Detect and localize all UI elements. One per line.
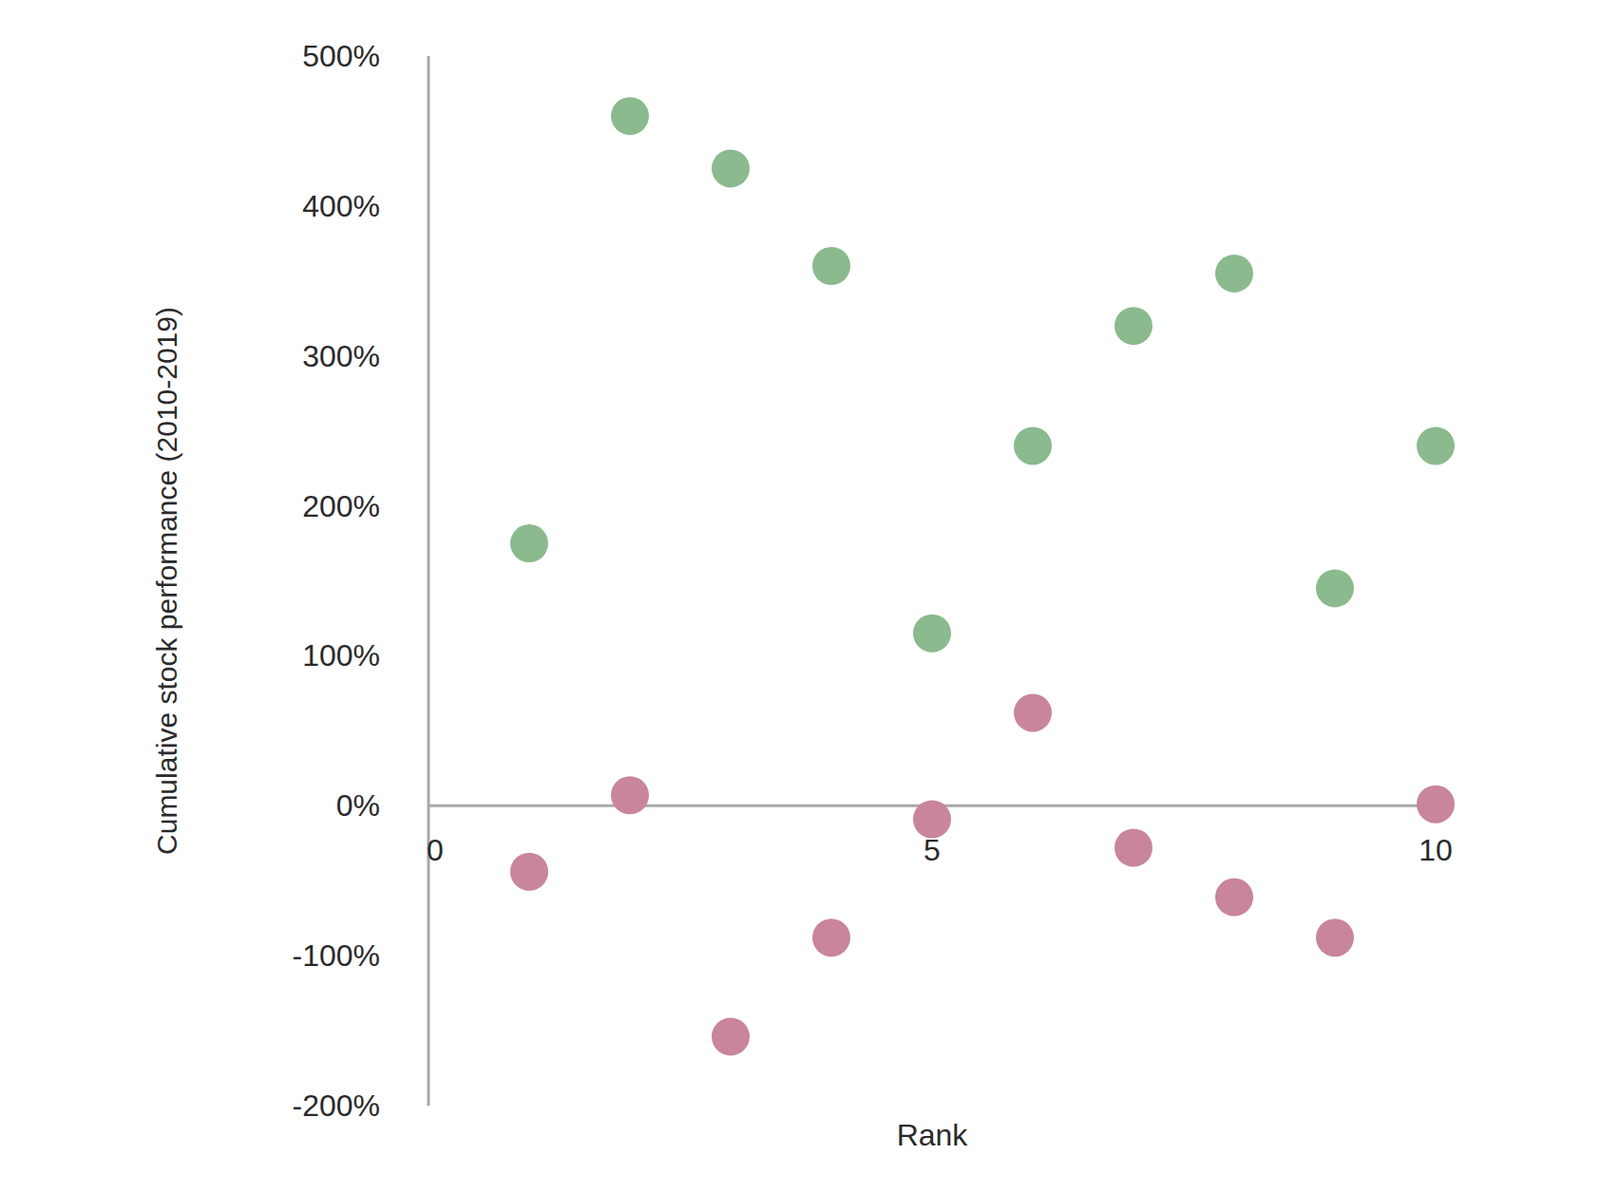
point bbox=[1114, 306, 1153, 345]
point bbox=[913, 800, 952, 839]
point bbox=[812, 247, 851, 286]
y-tick-label: 300% bbox=[302, 339, 381, 374]
x-tick-label: 0 bbox=[426, 833, 444, 868]
y-tick-label: 100% bbox=[302, 638, 381, 673]
y-tick-label: -100% bbox=[292, 938, 381, 973]
x-tick-label: 10 bbox=[1418, 833, 1453, 868]
point bbox=[610, 96, 649, 135]
points bbox=[510, 96, 1455, 1056]
point bbox=[812, 918, 851, 957]
point bbox=[1114, 828, 1153, 867]
y-tick-label: 500% bbox=[302, 38, 381, 74]
point bbox=[1013, 693, 1052, 732]
point bbox=[711, 1017, 750, 1056]
x-tick-label: 5 bbox=[923, 833, 941, 868]
y-tick-label: -200% bbox=[292, 1088, 381, 1124]
point bbox=[510, 853, 549, 892]
y-tick-label: 400% bbox=[302, 189, 381, 224]
y-tick-label: 200% bbox=[302, 489, 381, 524]
point bbox=[913, 614, 952, 653]
point bbox=[1416, 426, 1455, 465]
chart: -200% -100% 0% 100% 200% 300% 400% 500% 0 5 10 Rank… bbox=[0, 0, 1600, 1193]
point bbox=[510, 524, 549, 563]
point bbox=[1215, 878, 1254, 917]
point bbox=[1315, 569, 1354, 608]
point bbox=[1416, 785, 1455, 824]
point bbox=[1315, 918, 1354, 957]
y-axis-line bbox=[427, 56, 431, 1106]
point bbox=[1215, 254, 1254, 293]
x-axis-title: Rank bbox=[896, 1118, 970, 1153]
y-tick-label: 0% bbox=[336, 788, 381, 823]
point bbox=[711, 149, 750, 188]
point bbox=[610, 776, 649, 815]
y-axis-title: Cumulative stock performance (2010-2019) bbox=[151, 306, 183, 856]
point bbox=[1013, 426, 1052, 465]
